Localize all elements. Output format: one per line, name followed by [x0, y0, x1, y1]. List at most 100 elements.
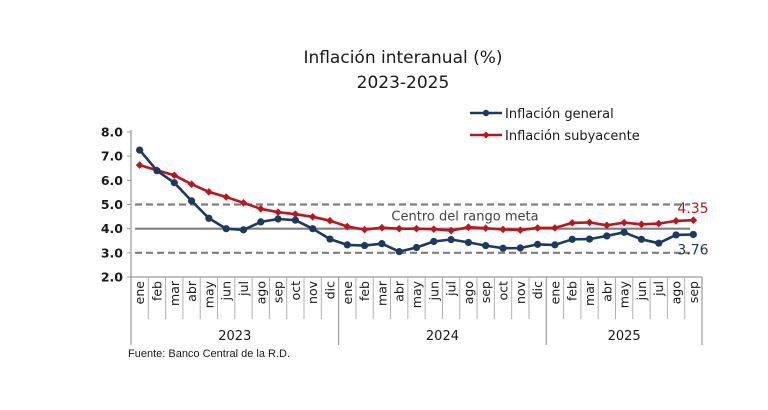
data-point	[274, 208, 282, 217]
x-tick-label: oct	[496, 281, 511, 301]
data-point	[395, 248, 403, 256]
x-tick-label: ago	[669, 281, 684, 304]
data-point	[464, 238, 473, 247]
data-point	[499, 225, 507, 234]
data-point	[187, 197, 196, 205]
data-point	[516, 244, 524, 252]
x-tick-label: sep	[478, 281, 493, 303]
year-label: 2023	[218, 329, 251, 344]
data-point	[170, 171, 179, 180]
data-point	[135, 161, 144, 169]
x-tick-label: sep	[686, 281, 701, 303]
data-point	[256, 205, 265, 213]
data-point	[378, 240, 386, 248]
data-point	[222, 225, 230, 233]
data-point	[187, 180, 196, 188]
data-point	[239, 199, 248, 207]
data-point	[585, 218, 594, 227]
x-tick-label: jul	[651, 281, 666, 297]
data-point	[672, 217, 680, 225]
data-point	[309, 225, 317, 233]
y-tick-label: 2.0	[101, 270, 123, 285]
data-point	[222, 193, 230, 201]
data-point	[689, 230, 697, 239]
data-point	[447, 235, 455, 244]
x-tick-label: jun	[634, 281, 649, 301]
y-axis: 8.0 7.0 6.0 5.0 4.0 3.0 2.0	[101, 125, 131, 285]
x-tick-label: dic	[530, 281, 545, 299]
data-point	[482, 241, 490, 250]
x-tick-label: dic	[322, 281, 337, 299]
legend-item-subyacente: Inflación subyacente	[470, 129, 640, 144]
x-tick-label: may	[409, 280, 424, 308]
end-label-general: 3.76	[677, 242, 708, 258]
data-point	[637, 235, 646, 243]
x-tick-label: jun	[426, 281, 441, 301]
data-point	[534, 240, 542, 248]
data-point	[205, 214, 213, 222]
y-tick-label: 8.0	[101, 125, 123, 140]
legend: Inflación general Inflación subyacente	[470, 107, 640, 144]
data-point	[412, 243, 421, 252]
x-tick-label: mar	[582, 280, 597, 306]
data-point	[654, 219, 663, 228]
data-point	[672, 231, 680, 239]
y-tick-label: 6.0	[101, 173, 123, 188]
series-general	[136, 146, 697, 256]
data-point	[568, 219, 577, 227]
data-point	[585, 235, 594, 243]
x-tick-label: feb	[149, 281, 164, 301]
data-point	[568, 235, 576, 243]
x-tick-label: abr	[184, 280, 199, 302]
legend-marker-general	[482, 109, 490, 117]
data-point	[447, 226, 455, 235]
data-point	[326, 216, 334, 225]
series	[135, 146, 698, 256]
data-point	[308, 213, 317, 221]
chart-title: Inflación interanual (%)	[303, 48, 502, 68]
year-label: 2024	[426, 329, 459, 344]
data-point	[412, 224, 421, 233]
data-point	[395, 224, 403, 233]
data-point	[343, 241, 351, 249]
data-point	[205, 188, 213, 196]
x-tick-label: nov	[305, 280, 320, 304]
data-point	[430, 225, 438, 233]
data-point	[291, 210, 300, 218]
chart-subtitle: 2023-2025	[357, 73, 450, 93]
x-axis-categories: ene feb mar abr may jun jul ago sep oct nov dic2023…	[132, 277, 703, 345]
legend-item-general: Inflación general	[470, 107, 614, 122]
x-tick-label: jun	[219, 281, 234, 301]
axes	[130, 130, 702, 345]
data-point	[499, 244, 507, 252]
data-point	[603, 221, 611, 230]
data-point	[274, 215, 282, 223]
data-point	[257, 218, 265, 226]
x-tick-label: nov	[513, 280, 528, 304]
x-tick-label: oct	[288, 281, 303, 301]
data-point	[326, 235, 334, 243]
x-tick-label: ago	[253, 281, 268, 304]
x-tick-label: ene	[132, 281, 147, 305]
legend-label-general: Inflación general	[505, 107, 614, 122]
year-label: 2025	[608, 329, 641, 344]
source-note: Fuente: Banco Central de la R.D.	[128, 348, 290, 360]
data-point	[239, 226, 248, 234]
data-point	[637, 220, 646, 229]
target-center-label: Centro del rango meta	[391, 210, 538, 225]
x-tick-label: ene	[547, 281, 562, 305]
x-tick-label: mar	[167, 280, 182, 306]
x-tick-label: may	[201, 280, 216, 308]
data-point	[551, 224, 559, 232]
x-tick-label: feb	[565, 281, 580, 301]
y-tick-label: 4.0	[101, 221, 123, 236]
data-point	[430, 237, 438, 246]
data-point	[170, 179, 178, 187]
x-tick-label: jul	[236, 281, 251, 297]
data-point	[360, 225, 369, 234]
x-tick-label: mar	[374, 280, 389, 306]
data-point	[551, 241, 559, 249]
data-point	[603, 232, 611, 240]
x-tick-label: sep	[271, 281, 286, 303]
